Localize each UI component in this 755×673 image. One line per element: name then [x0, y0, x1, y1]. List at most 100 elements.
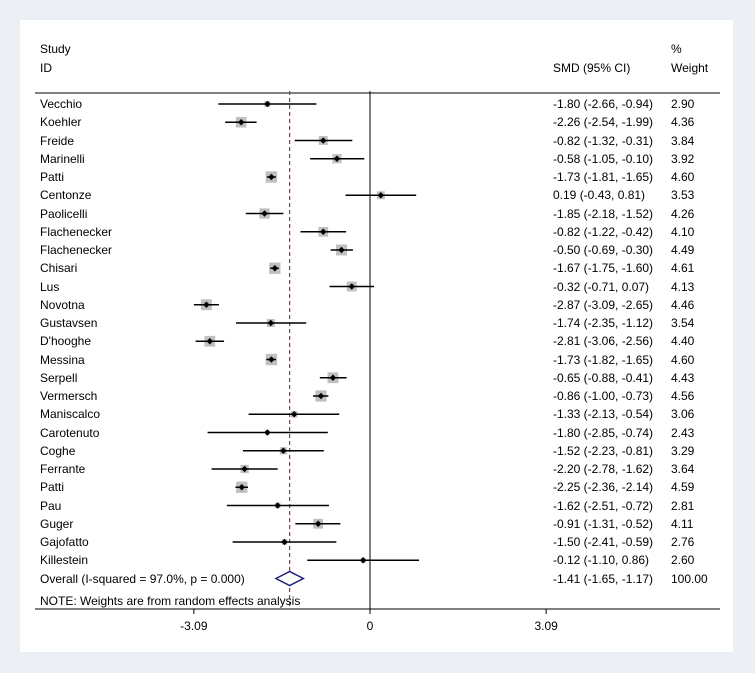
point-estimate: [333, 155, 341, 162]
header-id: ID: [40, 61, 52, 75]
study-weight: 2.90: [671, 97, 695, 111]
study-name: Vermersch: [40, 389, 98, 403]
study-name: Coghe: [40, 443, 76, 458]
point-estimate: [238, 484, 245, 491]
study-weight: 3.53: [671, 188, 695, 203]
study-weight: 2.60: [671, 553, 695, 568]
study-weight: 4.43: [671, 370, 695, 385]
point-estimate: [264, 100, 271, 108]
study-ci: -2.20 (-2.78, -1.62): [553, 462, 654, 476]
point-estimate: [268, 173, 275, 181]
study-name: Novotna: [40, 297, 85, 312]
study-weight: 4.59: [671, 480, 695, 495]
study-weight: 4.10: [671, 224, 695, 239]
study-name: D'hooghe: [40, 334, 91, 349]
point-estimate: [261, 210, 268, 217]
note-text: NOTE: Weights are from random effects an…: [40, 593, 301, 608]
x-tick-label: -3.09: [180, 619, 208, 633]
point-estimate: [314, 520, 322, 527]
point-estimate: [280, 447, 287, 454]
study-weight: 4.60: [671, 352, 695, 367]
study-ci: -1.80 (-2.66, -0.94): [553, 97, 654, 111]
point-estimate: [237, 119, 245, 126]
overall-diamond: [274, 570, 305, 587]
study-weight: 3.54: [671, 316, 695, 330]
study-ci: -0.32 (-0.71, 0.07): [553, 279, 650, 294]
study-ci: -1.85 (-2.18, -1.52): [553, 206, 654, 221]
point-estimate: [329, 374, 337, 381]
study-name: Maniscalco: [40, 407, 101, 422]
study-ci: -1.73 (-1.81, -1.65): [553, 170, 654, 184]
study-name: Serpell: [40, 370, 78, 385]
study-weight: 3.06: [671, 407, 695, 422]
study-name: Flachenecker: [40, 224, 113, 239]
study-weight: 4.26: [671, 206, 695, 221]
study-name: Chisari: [40, 261, 78, 276]
study-name: Patti: [40, 480, 65, 495]
study-name: Guger: [40, 516, 74, 531]
study-name: Koehler: [40, 115, 82, 130]
study-ci: -1.62 (-2.51, -0.72): [553, 498, 654, 513]
study-name: Centonze: [40, 188, 92, 203]
study-weight: 2.43: [671, 425, 695, 440]
point-estimate: [241, 465, 248, 473]
study-ci: -2.25 (-2.36, -2.14): [553, 480, 654, 495]
study-ci: -1.50 (-2.41, -0.59): [553, 535, 654, 549]
point-estimate: [267, 319, 275, 327]
study-weight: 3.84: [671, 133, 695, 148]
study-name: Gustavsen: [40, 316, 98, 330]
point-estimate: [264, 429, 271, 436]
study-weight: 4.13: [671, 279, 695, 294]
study-weight: 4.36: [671, 115, 695, 130]
study-ci: -1.52 (-2.23, -0.81): [553, 443, 654, 458]
study-weight: 4.56: [671, 389, 695, 403]
study-ci: -0.82 (-1.22, -0.42): [553, 224, 654, 239]
study-name: Ferrante: [40, 462, 86, 476]
study-name: Lus: [40, 279, 60, 294]
point-estimate: [203, 301, 210, 308]
point-estimate: [206, 338, 214, 345]
study-weight: 2.81: [671, 498, 695, 513]
header-study: Study: [40, 42, 71, 56]
study-weight: 4.61: [671, 261, 695, 276]
study-name: Paolicelli: [40, 206, 88, 221]
point-estimate: [271, 265, 279, 272]
study-name: Pau: [40, 498, 62, 513]
header-smd: SMD (95% CI): [553, 61, 631, 75]
study-name: Patti: [40, 170, 65, 184]
study-weight: 2.76: [671, 535, 695, 549]
study-name: Carotenuto: [40, 425, 100, 440]
study-ci: -0.86 (-1.00, -0.73): [553, 389, 654, 403]
study-weight: 3.92: [671, 151, 695, 166]
overall-ci: -1.41 (-1.65, -1.17): [553, 571, 654, 586]
point-estimate: [317, 392, 325, 400]
point-estimate: [338, 246, 345, 254]
study-ci: -1.74 (-2.35, -1.12): [553, 316, 654, 330]
point-estimate: [281, 538, 288, 546]
point-estimate: [274, 502, 281, 509]
header-weight: Weight: [671, 61, 709, 75]
study-weight: 4.11: [671, 516, 694, 531]
forest-plot-canvas: [35, 91, 720, 614]
header-weight-pct: %: [671, 42, 682, 56]
study-name: Marinelli: [40, 151, 85, 166]
x-tick-label: 0: [366, 619, 374, 633]
study-weight: 4.60: [671, 170, 695, 184]
forest-plot-panel: Study ID SMD (95% CI) % Weight Vecchio -1…: [20, 20, 733, 652]
study-weight: 4.46: [671, 297, 695, 312]
study-name: Freide: [40, 133, 75, 148]
study-name: Vecchio: [40, 97, 83, 111]
study-ci: -0.58 (-1.05, -0.10): [553, 151, 654, 166]
study-ci: -0.82 (-1.32, -0.31): [553, 133, 654, 148]
x-tick-label: 3.09: [534, 619, 558, 633]
point-estimate: [359, 557, 367, 564]
study-ci: -2.87 (-3.09, -2.65): [553, 297, 654, 312]
point-estimate: [320, 228, 327, 235]
overall-label: Overall (I-squared = 97.0%, p = 0.000): [40, 571, 245, 586]
study-name: Killestein: [40, 553, 89, 568]
study-ci: -1.80 (-2.85, -0.74): [553, 425, 654, 440]
study-ci: -1.73 (-1.82, -1.65): [553, 352, 654, 367]
study-ci: 0.19 (-0.43, 0.81): [553, 188, 646, 203]
overall-weight: 100.00: [671, 571, 708, 586]
study-ci: -0.50 (-0.69, -0.30): [553, 243, 654, 257]
